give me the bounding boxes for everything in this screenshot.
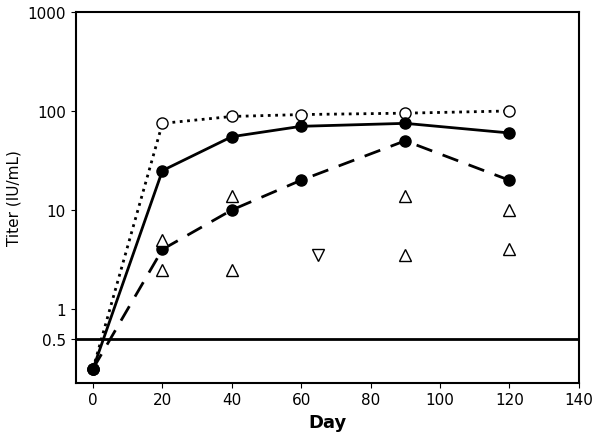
X-axis label: Day: Day [308,413,346,431]
Y-axis label: Titer (IU/mL): Titer (IU/mL) [7,150,22,246]
